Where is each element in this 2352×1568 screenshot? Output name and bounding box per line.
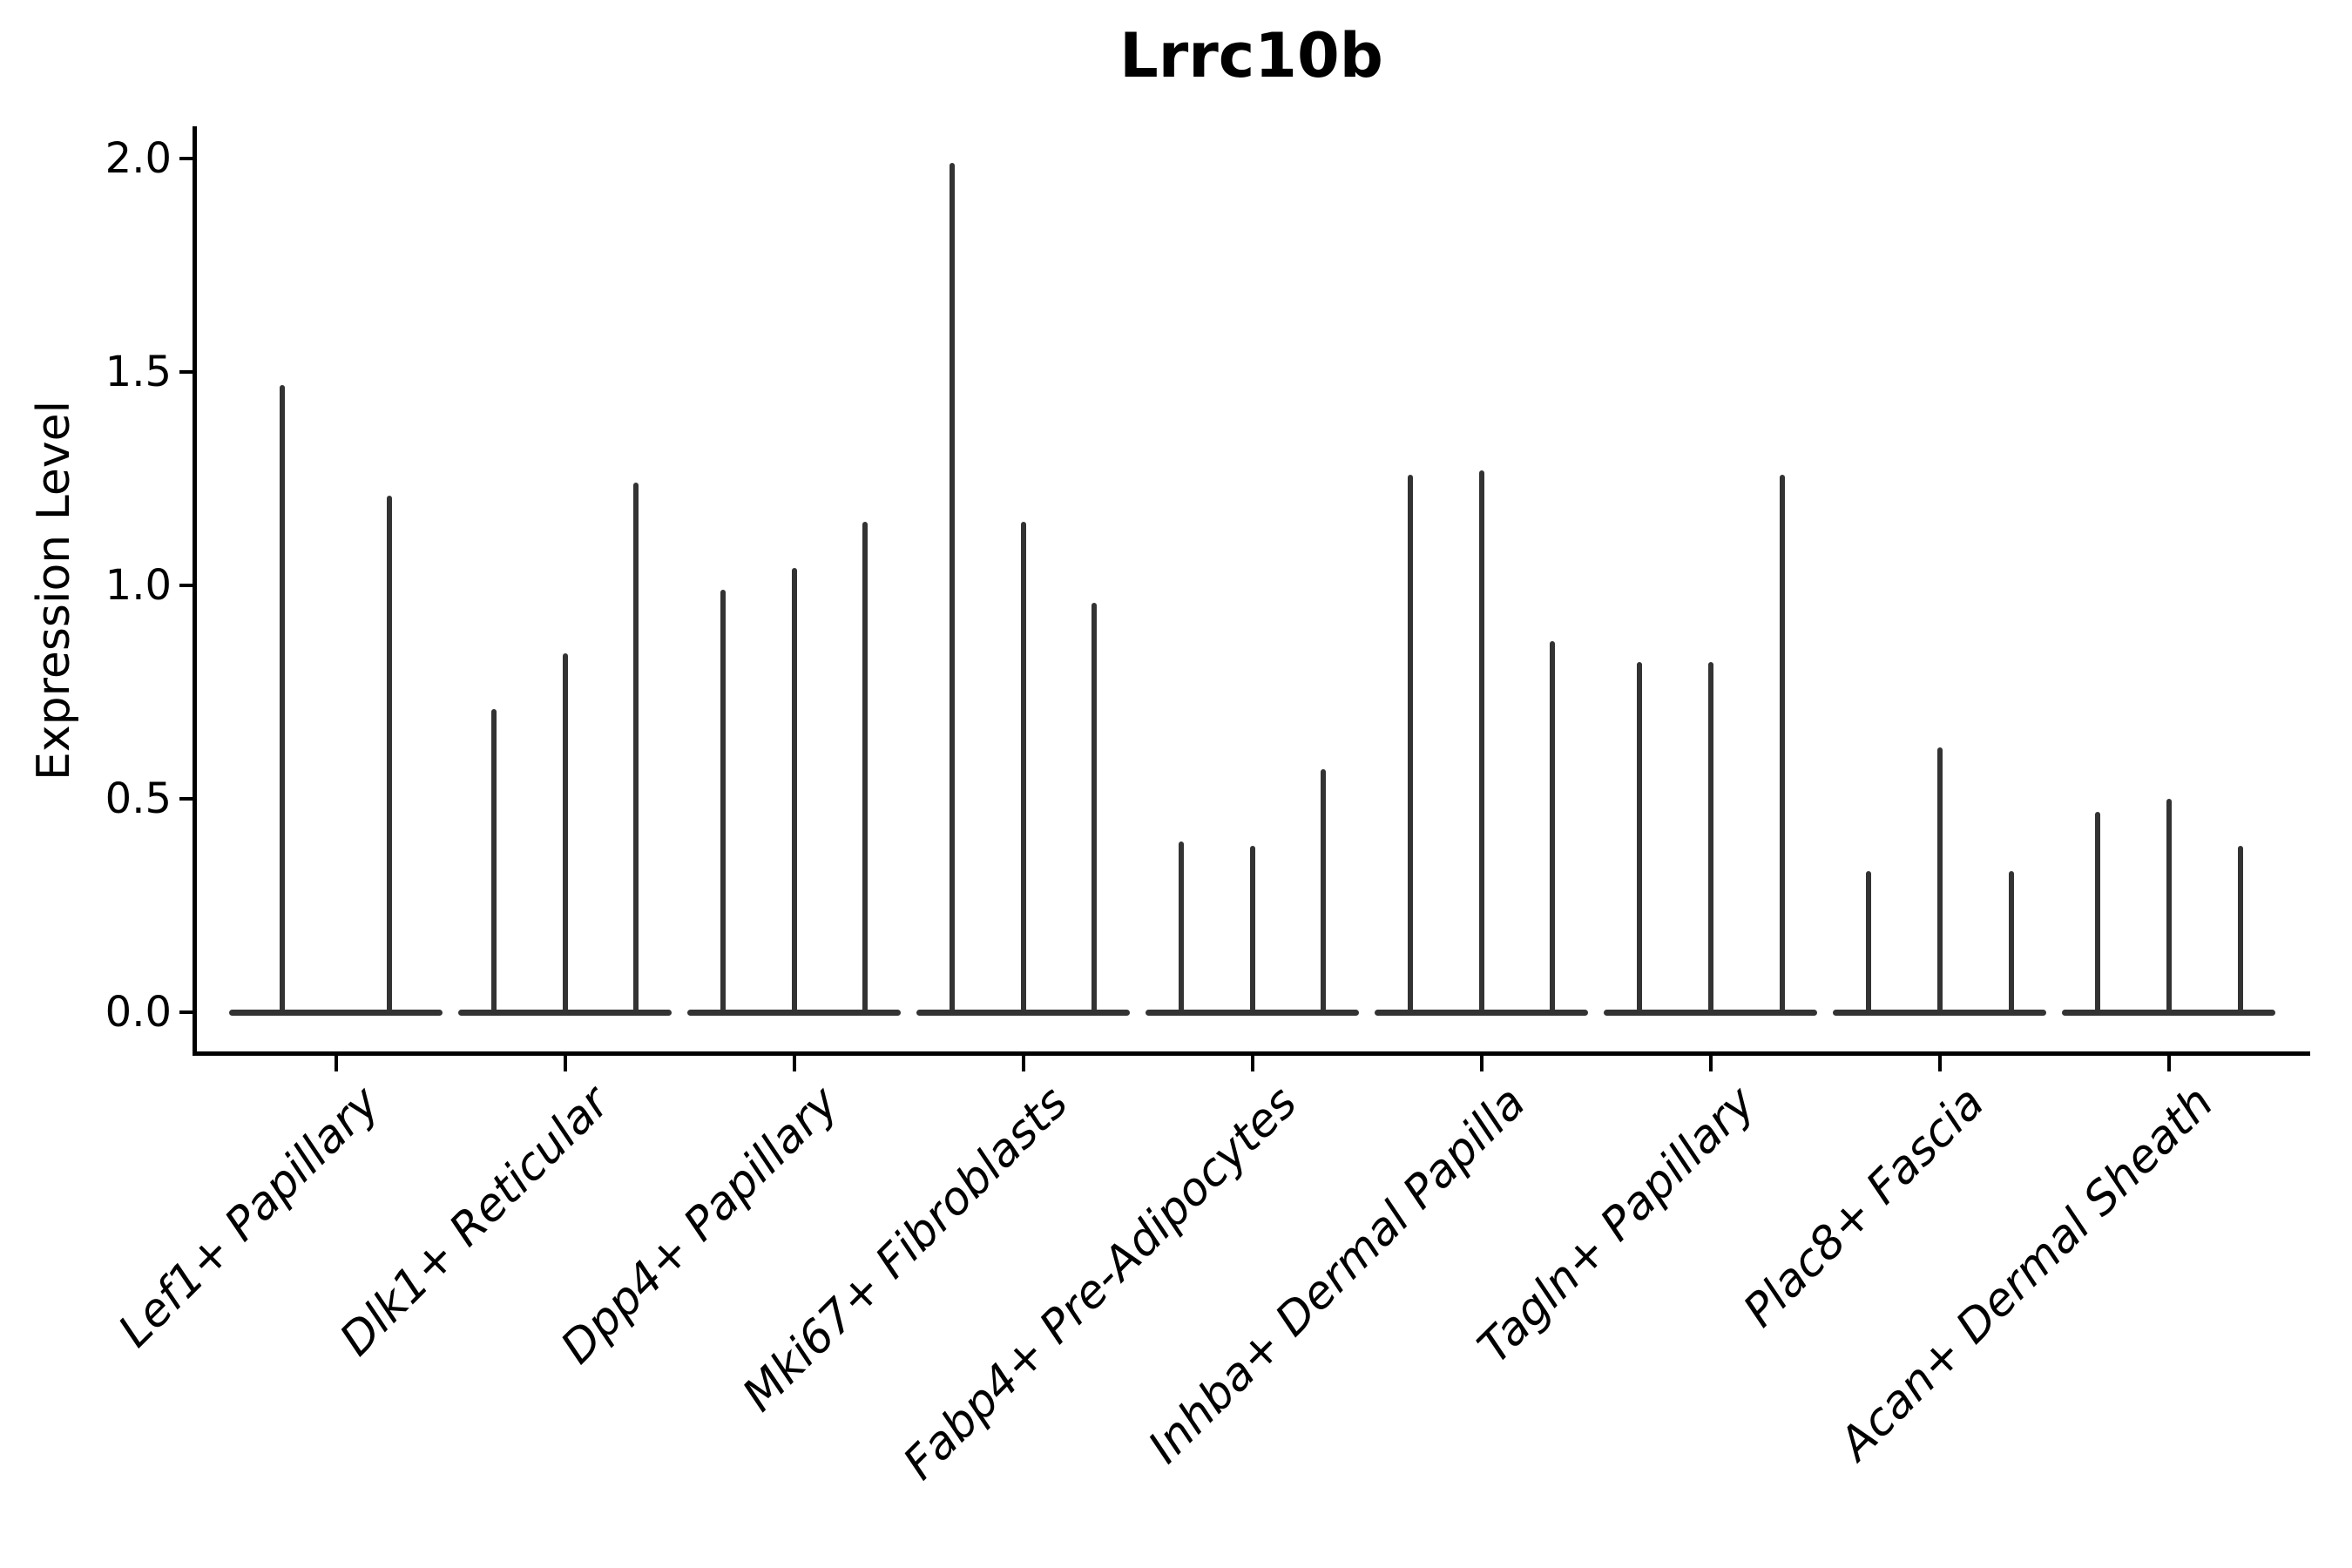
- x-axis-tick-label: Plac8+ Fascia: [1733, 1076, 1995, 1338]
- x-axis-tick: [563, 1056, 567, 1071]
- violin-spike: [386, 496, 392, 1015]
- y-axis-tick-label: 2.0: [105, 134, 172, 183]
- x-axis-tick: [1250, 1056, 1254, 1071]
- violin-spike: [1779, 474, 1785, 1015]
- violin-spike: [1092, 602, 1098, 1015]
- y-axis-tick-label: 0.0: [105, 988, 172, 1037]
- plot-title: Lrrc10b: [1119, 20, 1383, 91]
- violin-spike: [1936, 747, 1943, 1015]
- violin-spike: [1020, 521, 1026, 1015]
- violin-spike: [2237, 845, 2243, 1015]
- violin-spike: [490, 709, 497, 1015]
- x-axis-tick: [792, 1056, 796, 1071]
- y-axis-tick: [179, 584, 193, 587]
- y-axis-tick-label: 1.0: [105, 561, 172, 610]
- y-axis-tick: [179, 1010, 193, 1014]
- violin-spike: [562, 653, 568, 1015]
- x-axis-tick-label: Fabp4+ Pre-Adipocytes: [893, 1076, 1308, 1490]
- violin-spike: [633, 483, 639, 1015]
- y-axis-tick-label: 1.5: [105, 348, 172, 396]
- y-axis-spine: [193, 126, 197, 1056]
- violin-base: [229, 1009, 443, 1016]
- x-axis-tick: [1021, 1056, 1025, 1071]
- violin-spike: [950, 162, 955, 1015]
- violin-spike: [1408, 474, 1414, 1015]
- violin-spike: [1478, 470, 1484, 1015]
- x-axis-tick: [1479, 1056, 1484, 1071]
- violin-spike: [1550, 640, 1556, 1015]
- violin-spike: [280, 384, 286, 1015]
- y-axis-label: Expression Level: [28, 400, 80, 781]
- violin-spike: [862, 521, 868, 1015]
- violin-spike: [1249, 845, 1255, 1015]
- violin-spike: [1637, 662, 1643, 1015]
- violin-spike: [2095, 811, 2101, 1015]
- y-axis-tick: [179, 157, 193, 160]
- x-axis-tick: [1708, 1056, 1713, 1071]
- y-axis-tick: [179, 370, 193, 374]
- y-axis-tick-label: 0.5: [105, 774, 172, 823]
- x-axis-tick-label: Acan+ Dermal Sheath: [1829, 1076, 2224, 1470]
- violin-spike: [1707, 662, 1713, 1015]
- x-axis-tick: [1937, 1056, 1942, 1071]
- violin-spike: [791, 568, 797, 1015]
- x-axis-tick: [2166, 1056, 2171, 1071]
- violin-spike: [1179, 841, 1185, 1015]
- y-axis-tick: [179, 797, 193, 801]
- x-axis-tick: [334, 1056, 338, 1071]
- violin-spike: [720, 589, 726, 1015]
- x-axis-spine: [193, 1051, 2310, 1056]
- violin-spike: [1866, 871, 1872, 1015]
- x-axis-tick-label: Inhba+ Dermal Papilla: [1139, 1076, 1537, 1474]
- violin-spike: [1321, 768, 1327, 1015]
- violin-spike: [2166, 799, 2172, 1015]
- violin-spike: [2008, 871, 2014, 1015]
